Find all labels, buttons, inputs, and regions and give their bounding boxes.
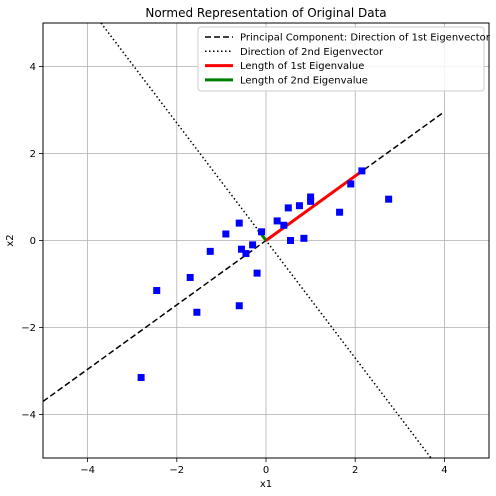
chart-title: Normed Representation of Original Data — [145, 6, 386, 20]
legend-box — [197, 26, 485, 92]
x-tick-label: −4 — [80, 465, 95, 476]
data-point — [295, 202, 303, 210]
data-point — [186, 273, 194, 281]
y-tick-label: 2 — [30, 149, 36, 160]
y-axis-label: x2 — [5, 234, 16, 246]
data-point — [336, 208, 344, 216]
data-point — [385, 195, 393, 203]
data-point — [249, 241, 257, 249]
series-line-length-of-1st-eigenvalue — [265, 168, 365, 242]
data-point — [300, 234, 308, 242]
legend-label: Length of 2nd Eigenvalue — [240, 75, 368, 86]
data-point — [358, 167, 366, 175]
data-point — [253, 269, 261, 277]
x-axis-label: x1 — [260, 479, 272, 490]
x-tick-label: 0 — [263, 465, 269, 476]
data-point — [347, 180, 355, 188]
data-point — [206, 247, 214, 255]
data-point — [235, 219, 243, 227]
data-point — [153, 287, 161, 295]
plot-frame — [42, 22, 490, 459]
data-point — [280, 221, 288, 229]
legend-label: Principal Component: Direction of 1st Ei… — [240, 33, 491, 44]
data-point — [242, 250, 250, 258]
data-point — [284, 204, 292, 212]
data-point — [235, 302, 243, 310]
y-axis-ticks: −4 −2 0 2 4 — [21, 62, 43, 421]
data-point — [137, 374, 145, 382]
data-point — [258, 228, 266, 236]
data-point — [222, 230, 230, 238]
data-point — [273, 217, 281, 225]
data-point — [193, 308, 201, 316]
y-tick-label: −4 — [21, 410, 36, 421]
data-point — [287, 237, 295, 244]
x-tick-label: −2 — [169, 465, 184, 476]
legend-label: Length of 1st Eigenvalue — [240, 61, 364, 72]
legend-label: Direction of 2nd Eigenvector — [240, 47, 384, 58]
legend: Principal Component: Direction of 1st Ei… — [197, 26, 491, 92]
x-axis-ticks: −4 −2 0 2 4 — [80, 458, 448, 476]
x-tick-label: 2 — [352, 465, 358, 476]
data-point — [237, 245, 245, 253]
y-tick-label: −2 — [21, 323, 36, 334]
y-tick-label: 4 — [30, 62, 36, 73]
data-point — [307, 197, 315, 205]
y-tick-label: 0 — [30, 236, 36, 247]
x-tick-label: 4 — [441, 465, 447, 476]
data-point — [307, 193, 315, 201]
data-points — [137, 167, 393, 382]
